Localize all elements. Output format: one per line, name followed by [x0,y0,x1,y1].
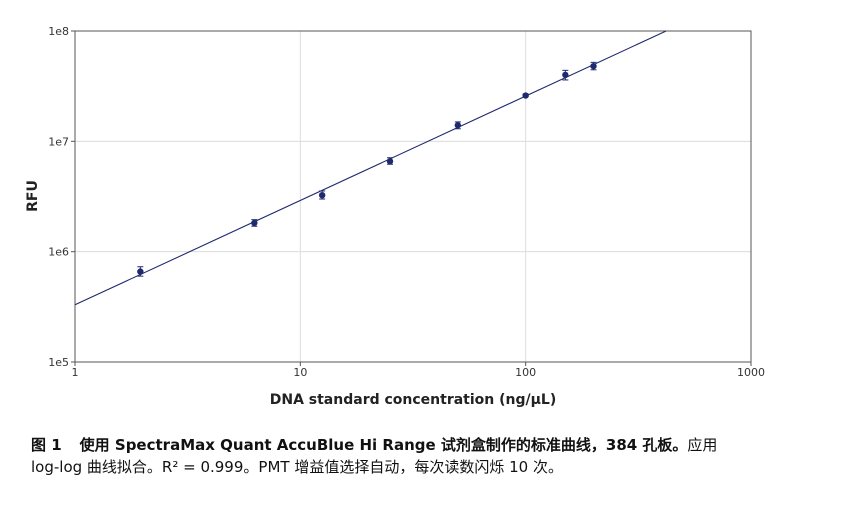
data-point [386,157,394,165]
data-point [590,61,597,71]
data-points [137,61,597,277]
y-tick-label: 1e5 [48,356,69,369]
caption-line-2: log-log 曲线拟合。R² = 0.999。PMT 增益值选择自动，每次读数… [31,458,563,476]
fit-line [74,30,667,306]
x-axis-title: DNA standard concentration (ng/μL) [270,392,557,408]
x-tick-label: 100 [515,366,536,379]
data-point [454,121,462,130]
y-tick-label: 1e6 [48,246,69,259]
data-point-marker [522,92,529,99]
data-point [251,219,258,227]
grid-lines [75,31,751,362]
x-axis-ticks: 1 10 100 1000 [72,362,765,379]
data-point [137,266,144,277]
x-tick-label: 1000 [737,366,765,379]
data-point-marker [454,122,462,129]
caption-title: 使用 SpectraMax Quant AccuBlue Hi Range 试剂… [79,436,688,454]
y-tick-label: 1e8 [48,25,69,38]
data-point-marker [590,62,597,70]
caption-line-1: 图 1 使用 SpectraMax Quant AccuBlue Hi Range… [31,434,831,456]
data-point-marker [318,191,326,199]
data-point-marker [562,71,569,79]
data-point [318,190,326,200]
x-tick-label: 1 [72,366,79,379]
data-point [562,69,569,81]
standard-curve-chart: 1 10 100 1000 1e5 1e6 1e7 1e8 DNA standard con… [25,25,765,408]
data-point-marker [137,268,144,275]
data-point-marker [251,219,258,227]
caption-line1-rest: 应用 [687,436,718,454]
x-tick-label: 10 [293,366,307,379]
fit-line-group [74,30,667,306]
data-point [522,92,529,99]
plot-frame [74,30,752,363]
figure-caption: 图 1 使用 SpectraMax Quant AccuBlue Hi Range… [31,434,831,478]
figure-label: 图 1 [31,436,62,454]
y-axis-ticks: 1e5 1e6 1e7 1e8 [48,25,75,369]
data-point-marker [386,158,394,165]
y-tick-label: 1e7 [48,135,69,148]
y-axis-title: RFU [25,180,41,212]
